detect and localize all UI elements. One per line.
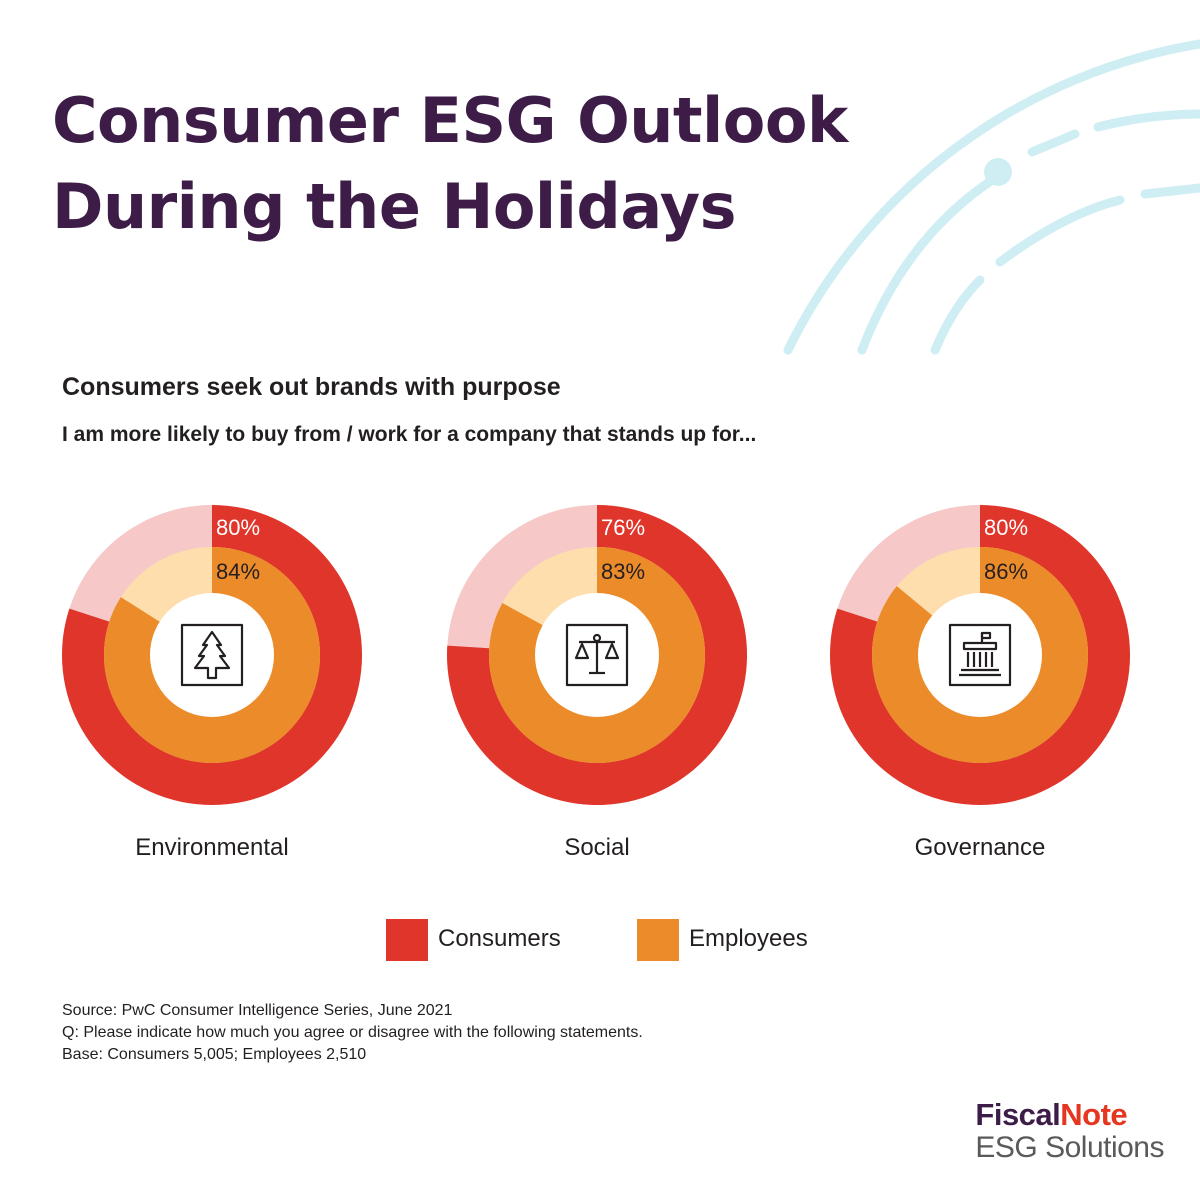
legend-label-employees: Employees [689,925,808,952]
brand-name: FiscalNote [975,1098,1164,1132]
scales-icon [565,623,629,687]
arc-middle [857,170,1005,355]
donut-governance-consumers-label: 80% [984,515,1028,540]
brand-logo: FiscalNote ESG Solutions [975,1098,1164,1164]
donut-governance-category-label: Governance [915,834,1046,861]
tree-icon [180,623,244,687]
base-line: Base: Consumers 5,005; Employees 2,510 [62,1046,367,1063]
arc-middle-dashes [1027,109,1200,157]
brand-tagline: ESG Solutions [975,1131,1164,1164]
capitol-building-icon [948,623,1012,687]
donut-social-consumers-label: 76% [601,515,645,540]
source-notes: Source: PwC Consumer Intelligence Series… [62,1000,643,1066]
donut-environmental-employees-label: 84% [216,559,260,584]
chart-subtitle: Consumers seek out brands with purpose [62,373,561,401]
legend-swatch-consumers [386,919,428,961]
question-note-line: Q: Please indicate how much you agree or… [62,1024,643,1041]
title-line-2: During the Holidays [52,170,737,243]
source-line: Source: PwC Consumer Intelligence Series… [62,1002,453,1019]
donut-social-category-label: Social [564,834,629,861]
decorative-arcs [783,39,1200,355]
legend-swatch-employees [637,919,679,961]
title-line-1: Consumer ESG Outlook [52,84,848,157]
brand-name-part1: Fiscal [975,1097,1061,1132]
arc-dot [984,158,1012,186]
arc-inner-dashes [930,183,1200,355]
donut-environmental-consumers-label: 80% [216,515,260,540]
legend-label-consumers: Consumers [438,925,561,952]
survey-question: I am more likely to buy from / work for … [62,423,757,446]
donut-environmental-center [150,593,274,717]
arc-outer [783,39,1200,355]
brand-name-part2: Note [1060,1097,1128,1132]
page-title: Consumer ESG Outlook During the Holidays [52,78,848,250]
donut-environmental-category-label: Environmental [135,834,288,861]
donut-social-employees-label: 83% [601,559,645,584]
donut-governance-employees-label: 86% [984,559,1028,584]
donut-charts: 80% 84% Environmental 76% 83% Social 80% 86% Gov… [61,505,1130,861]
